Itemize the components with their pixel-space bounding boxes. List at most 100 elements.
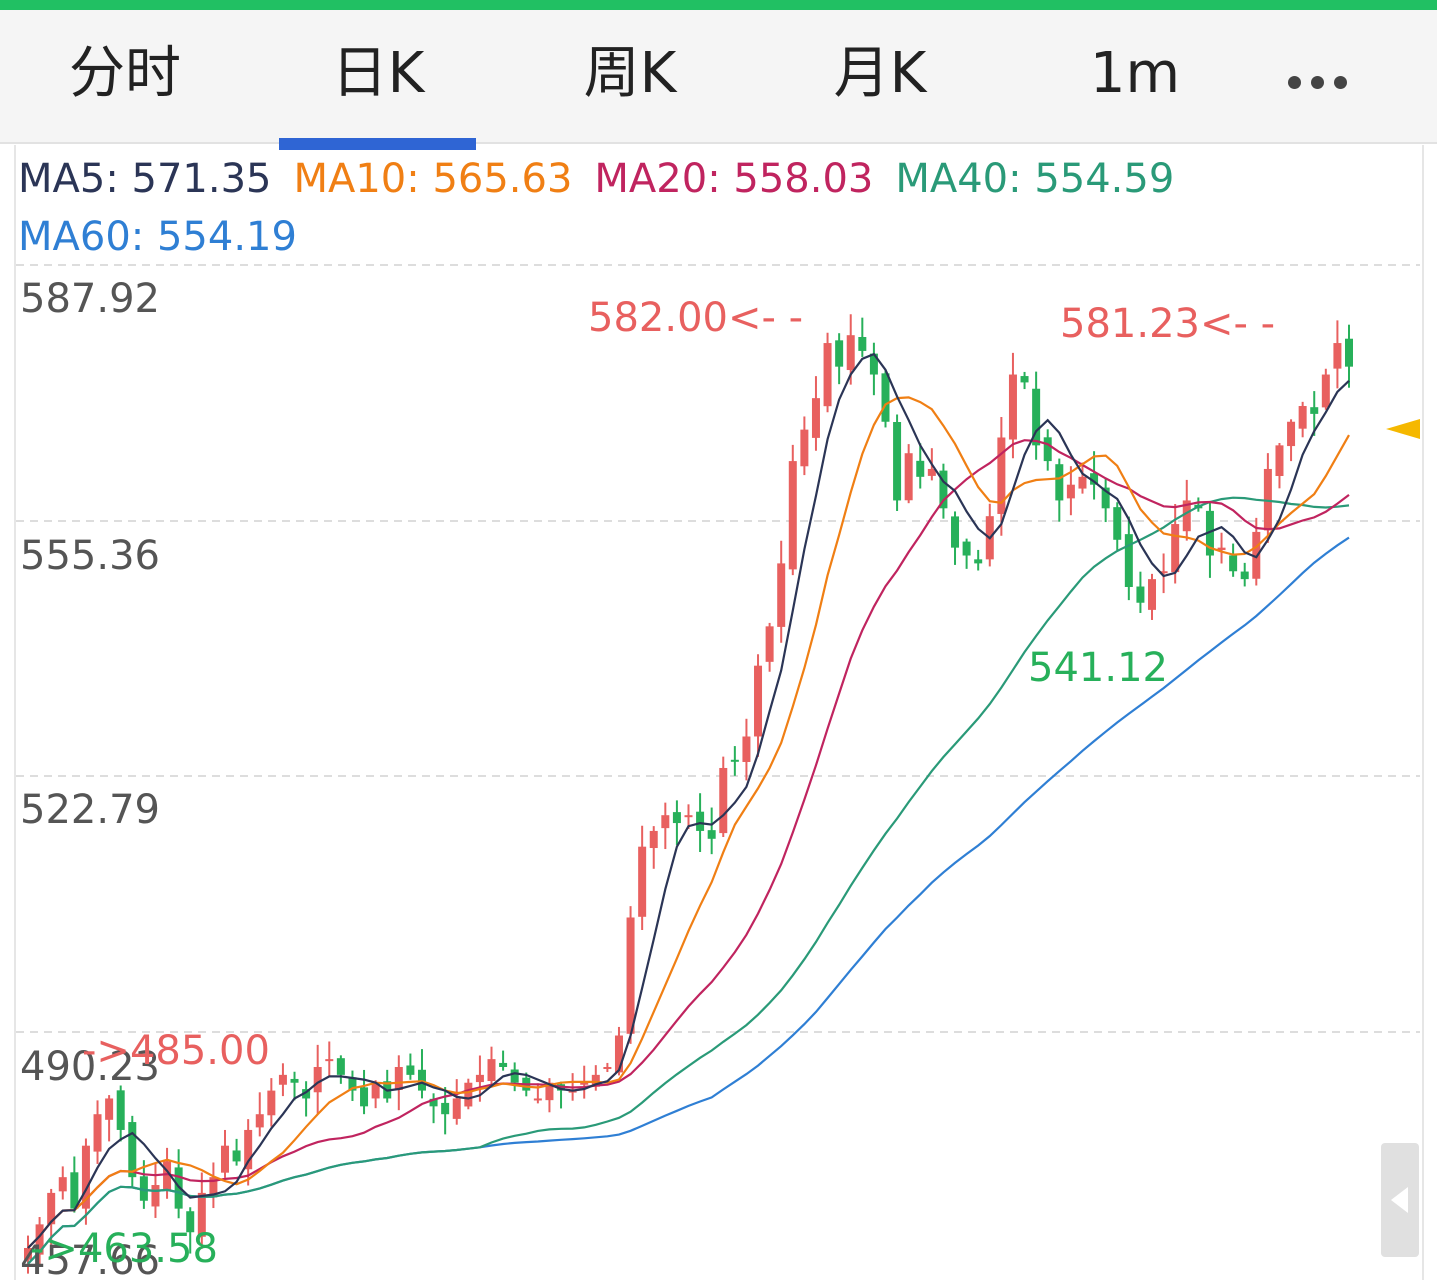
- candle-body: [441, 1102, 450, 1115]
- candle-body: [846, 335, 855, 371]
- y-tick-label: 555.36: [20, 533, 160, 579]
- candle-body: [70, 1172, 79, 1209]
- candle-body: [962, 541, 971, 556]
- candle-body: [1020, 376, 1029, 383]
- candle-body: [1148, 579, 1157, 610]
- candle-body: [1217, 547, 1226, 551]
- candle-body: [777, 563, 786, 627]
- candle-body: [1090, 473, 1099, 485]
- candle-body: [1205, 510, 1214, 556]
- ma40-line: [27, 496, 1350, 1265]
- candle-body: [800, 429, 809, 467]
- candle-body: [904, 453, 913, 501]
- dot: [1288, 76, 1301, 89]
- candle-body: [255, 1114, 264, 1128]
- collapse-left-icon[interactable]: [1381, 1143, 1419, 1257]
- candle-body: [510, 1069, 519, 1083]
- candle-body: [220, 1145, 229, 1173]
- period-tab-bar: 分时 日K 周K 月K 1m: [0, 10, 1437, 150]
- candle-body: [1136, 586, 1145, 603]
- candle-body: [1287, 421, 1296, 447]
- dot: [1334, 76, 1347, 89]
- tab-daily-k[interactable]: 日K: [331, 41, 425, 106]
- candle-body: [394, 1066, 403, 1090]
- candle-body: [661, 815, 670, 829]
- dot: [1311, 76, 1324, 89]
- candle-body: [116, 1090, 125, 1130]
- candle-body: [1032, 388, 1041, 446]
- candle-body: [869, 353, 878, 375]
- candle-body: [24, 1247, 32, 1260]
- candle-body: [881, 373, 890, 422]
- candle-body: [1113, 507, 1122, 540]
- candle-body: [997, 437, 1006, 514]
- ellipsis-icon[interactable]: [1280, 66, 1360, 106]
- candle-body: [406, 1065, 415, 1075]
- candle-body: [1275, 445, 1284, 477]
- candle-body: [371, 1082, 380, 1099]
- candle-body: [1298, 406, 1307, 429]
- candle-body: [533, 1098, 542, 1101]
- candle-body: [267, 1090, 276, 1116]
- active-tab-indicator: [279, 138, 476, 150]
- candle-body: [81, 1145, 90, 1209]
- candle-body: [916, 460, 925, 477]
- candle-body: [545, 1082, 554, 1101]
- candle-body: [1078, 476, 1087, 489]
- candle-body: [360, 1087, 369, 1107]
- candle-body: [684, 815, 693, 818]
- candle-body: [1263, 468, 1272, 531]
- y-tick-label: 587.92: [20, 276, 160, 322]
- tab-1-minute[interactable]: 1m: [1089, 41, 1181, 106]
- candle-body: [1159, 571, 1168, 574]
- candle-body: [58, 1177, 67, 1192]
- candle-body: [672, 812, 681, 824]
- candle-body: [1101, 487, 1110, 509]
- y-tick-label: 490.23: [20, 1044, 160, 1090]
- tab-timeshare[interactable]: 分时: [69, 41, 181, 106]
- tab-weekly-k[interactable]: 周K: [583, 41, 677, 106]
- candle-body: [939, 470, 948, 509]
- candle-body: [47, 1192, 56, 1225]
- candle-body: [649, 830, 658, 849]
- candle-body: [464, 1082, 473, 1107]
- candle-body: [336, 1058, 345, 1075]
- kline-chart-frame[interactable]: [14, 145, 1424, 1280]
- ma10-line: [27, 396, 1350, 1249]
- candle-body: [974, 559, 983, 564]
- candle-body: [429, 1098, 438, 1107]
- early-high-annotation: ->485.00: [82, 1028, 270, 1074]
- candle-body: [128, 1122, 137, 1178]
- candle-body: [1055, 464, 1064, 501]
- top-accent-bar: [0, 0, 1437, 10]
- candle-body: [580, 1082, 589, 1085]
- candle-body: [313, 1066, 322, 1093]
- ma5-line: [27, 352, 1350, 1249]
- candle-body: [232, 1150, 241, 1162]
- tab-monthly-k[interactable]: 月K: [833, 41, 927, 106]
- candle-body: [1008, 374, 1017, 440]
- y-tick-label: 457.66: [20, 1238, 160, 1284]
- candle-body: [1240, 571, 1249, 580]
- candle-body: [603, 1066, 612, 1069]
- candle-body: [1124, 534, 1133, 587]
- candle-body: [93, 1114, 102, 1152]
- candle-body: [1321, 374, 1330, 408]
- candle-body: [197, 1192, 206, 1237]
- candle-body: [105, 1098, 114, 1120]
- candle-body: [951, 516, 960, 548]
- candle-body: [139, 1176, 148, 1201]
- candle-body: [35, 1224, 44, 1255]
- candle-body: [302, 1089, 311, 1099]
- triangle-left-icon: [1391, 1187, 1408, 1213]
- candle-body: [151, 1185, 160, 1207]
- ma10-value: MA10: 565.63: [293, 156, 573, 202]
- ma5-value: MA5: 571.35: [18, 156, 272, 202]
- candle-body: [927, 468, 936, 476]
- candle-body: [244, 1129, 253, 1170]
- candle-body: [163, 1161, 172, 1190]
- candle-body: [1345, 338, 1353, 367]
- mid-low-annotation: 541.12: [1028, 645, 1168, 691]
- ma60-value: MA60: 554.19: [18, 214, 297, 260]
